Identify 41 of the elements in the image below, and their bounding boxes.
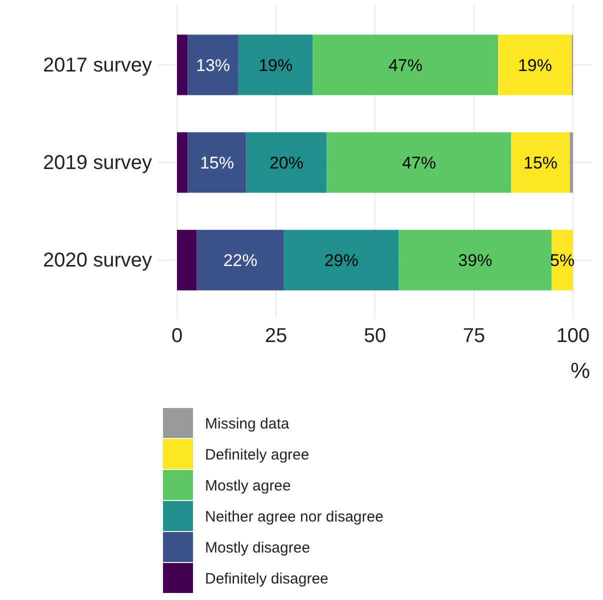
bar xyxy=(284,230,399,290)
data-label: 15% xyxy=(524,153,558,172)
legend-label: Mostly agree xyxy=(205,477,291,494)
bar xyxy=(246,132,327,193)
x-tick-label: 50 xyxy=(364,325,386,348)
bar xyxy=(238,34,313,96)
bar xyxy=(188,132,246,193)
bar xyxy=(398,230,552,290)
legend-label: Mostly disagree xyxy=(205,539,310,556)
data-label: 47% xyxy=(388,56,423,75)
y-tick-label: 2020 survey xyxy=(43,250,152,272)
bar xyxy=(312,34,498,96)
bar xyxy=(570,132,573,193)
data-label: 22% xyxy=(223,251,258,270)
data-label: 47% xyxy=(402,153,436,172)
legend-label: Definitely disagree xyxy=(205,570,328,588)
bar xyxy=(511,132,570,193)
bar xyxy=(498,34,572,96)
data-label: 19% xyxy=(258,56,293,75)
x-axis-title: % xyxy=(570,358,590,383)
x-tick-label: 25 xyxy=(264,325,288,348)
data-label: 19% xyxy=(518,56,552,75)
bar xyxy=(196,230,284,290)
x-tick-label: 0 xyxy=(171,325,183,348)
bar xyxy=(326,132,512,193)
bar xyxy=(188,34,238,96)
legend-label: Neither agree nor disagree xyxy=(205,508,384,526)
legend-label: Missing data xyxy=(205,415,290,432)
data-label: 15% xyxy=(200,153,234,172)
data-label: 20% xyxy=(269,153,304,172)
y-tick-label: 2017 survey xyxy=(43,54,152,76)
bar xyxy=(177,230,197,290)
data-label: 29% xyxy=(324,251,358,270)
x-tick-label: 75 xyxy=(462,325,486,348)
bar xyxy=(177,34,188,96)
data-label: 13% xyxy=(196,56,230,75)
legend-label: Definitely agree xyxy=(205,446,310,464)
y-tick-label: 2019 survey xyxy=(43,152,152,174)
data-label: 39% xyxy=(458,251,492,270)
bar xyxy=(177,132,188,193)
x-tick-label: 100 xyxy=(556,325,590,348)
